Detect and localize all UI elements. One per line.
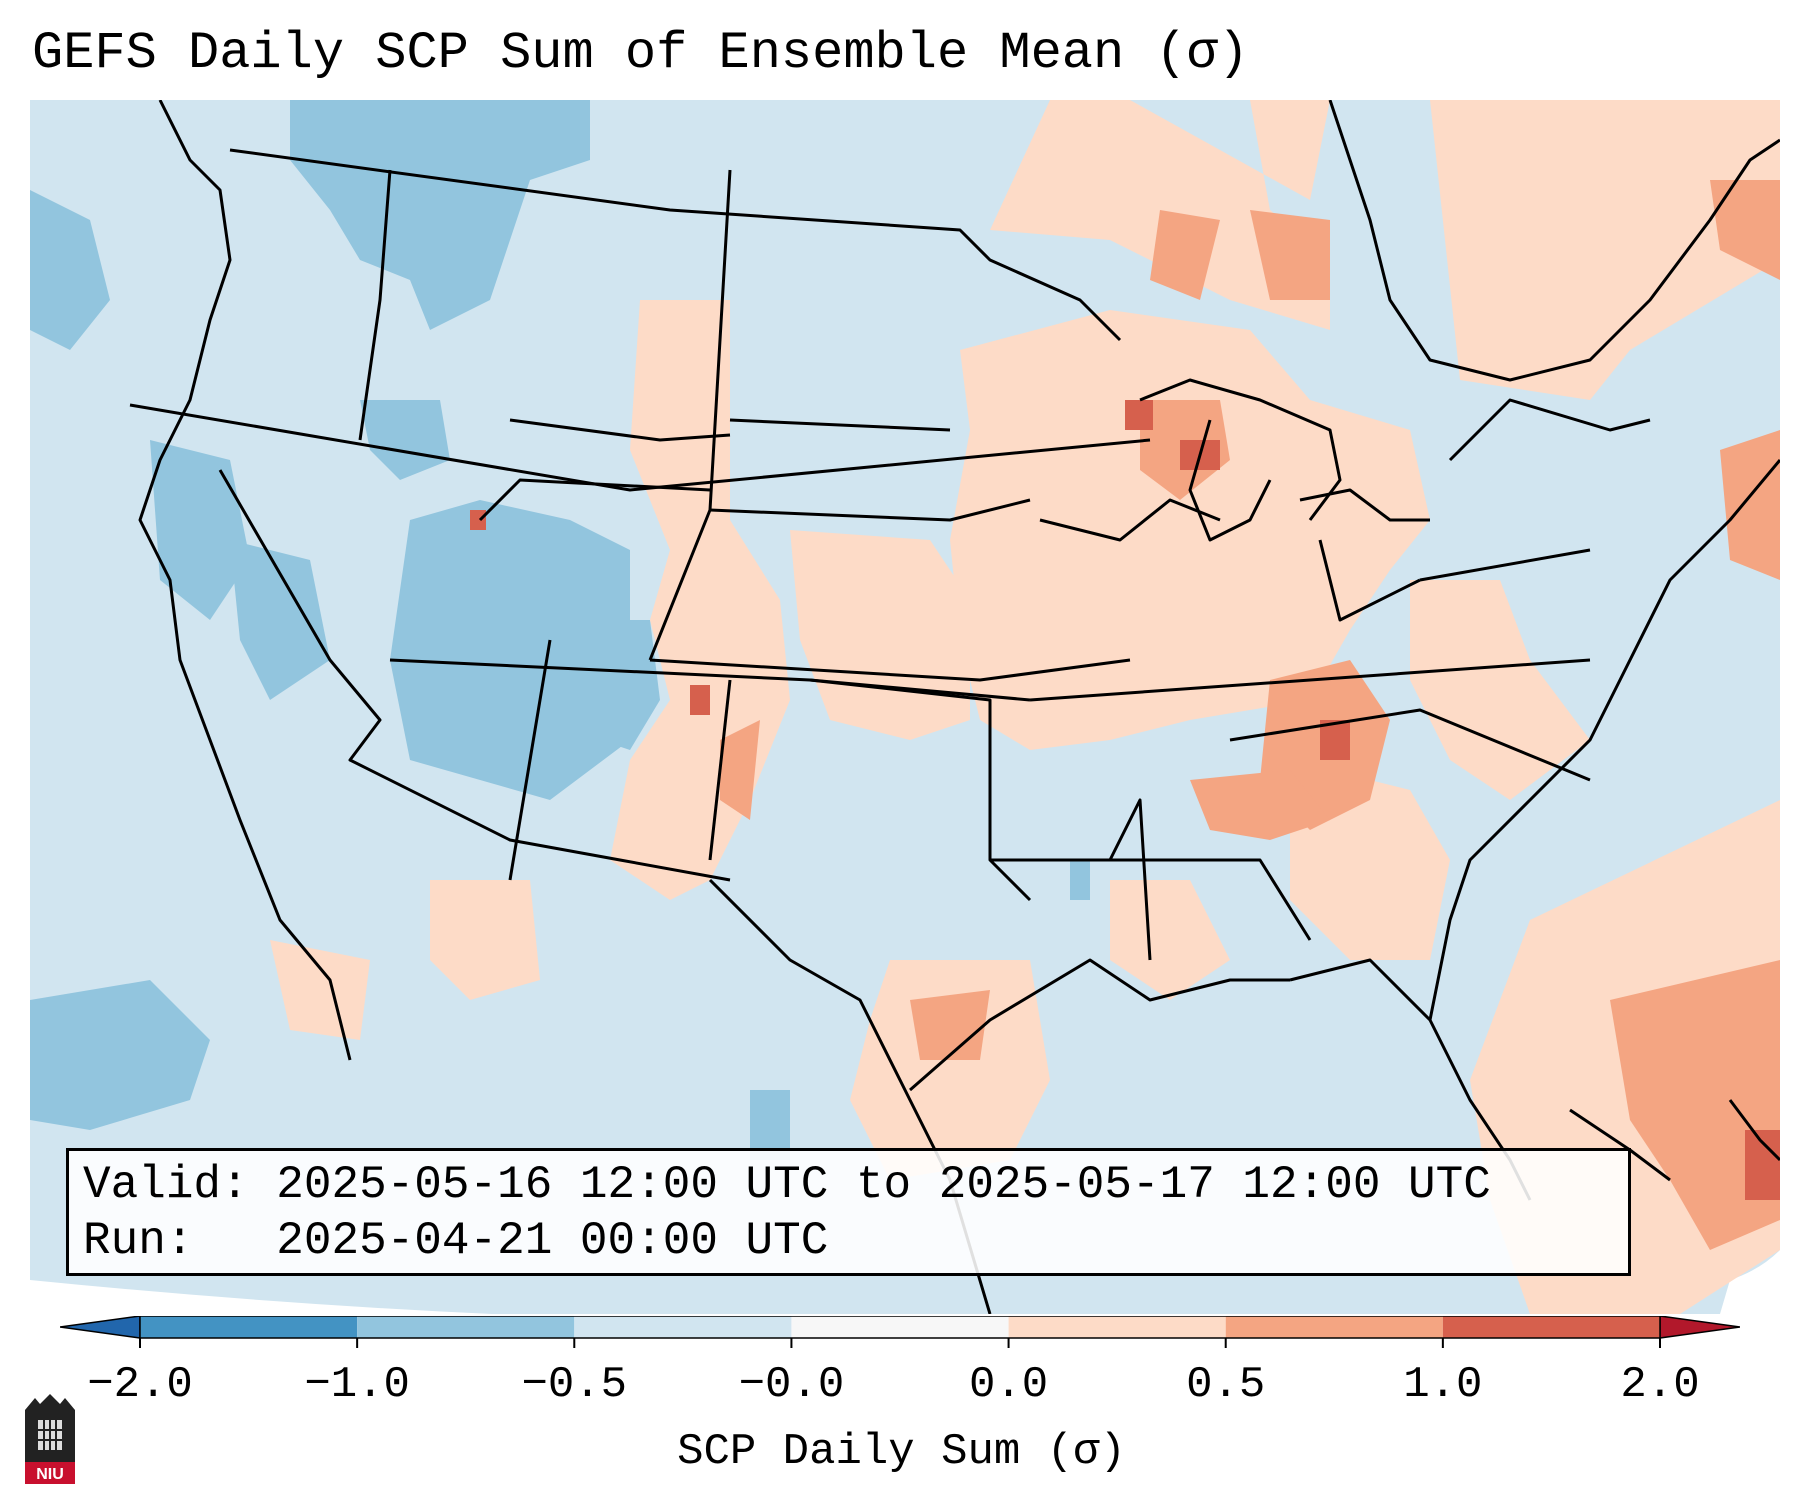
state-borders bbox=[129, 100, 1591, 1061]
colorbar-tick-label: −0.0 bbox=[739, 1360, 845, 1406]
colorbar-tick-label: 1.0 bbox=[1403, 1360, 1482, 1406]
run-label: Run: bbox=[83, 1215, 194, 1267]
colorbar-bin bbox=[574, 1316, 792, 1338]
colorbar-bin bbox=[140, 1316, 358, 1338]
negative-anomaly-regions bbox=[30, 100, 1090, 1160]
colorbar-tick-label: 2.0 bbox=[1620, 1360, 1699, 1406]
colorbar-bin bbox=[357, 1316, 575, 1338]
colorbar-tick-label: −1.0 bbox=[304, 1360, 410, 1406]
colorbar-bin bbox=[791, 1316, 1009, 1338]
valid-run-info-box: Valid: 2025-05-16 12:00 UTC to 2025-05-1… bbox=[66, 1148, 1631, 1276]
colorbar-bin bbox=[1008, 1316, 1226, 1338]
colorbar-tick-label: −2.0 bbox=[87, 1360, 193, 1406]
colorbar-tick-label: 0.0 bbox=[969, 1360, 1048, 1406]
strong-positive-regions bbox=[720, 180, 1780, 1250]
colorbar-outline bbox=[139, 1316, 1661, 1339]
projection-edge bbox=[30, 1280, 1150, 1314]
colorbar-bin bbox=[1225, 1316, 1443, 1338]
colorbar-bin bbox=[1442, 1316, 1660, 1338]
colorbar-tick-label: 0.5 bbox=[1186, 1360, 1265, 1406]
run-value: 2025-04-21 00:00 UTC bbox=[276, 1215, 829, 1267]
colorbar: −2.0 −1.0 −0.5 −0.0 0.0 0.5 1.0 2.0 bbox=[60, 1316, 1740, 1406]
map-title: GEFS Daily SCP Sum of Ensemble Mean (σ) bbox=[32, 24, 1249, 83]
niu-logo-icon: NIU bbox=[25, 1394, 75, 1484]
scp-map bbox=[30, 100, 1780, 1314]
valid-value: 2025-05-16 12:00 UTC to 2025-05-17 12:00… bbox=[276, 1159, 1491, 1211]
colorbar-label: SCP Daily Sum (σ) bbox=[677, 1427, 1126, 1477]
colorbar-tick-label: −0.5 bbox=[521, 1360, 627, 1406]
colorbar-under-triangle bbox=[60, 1316, 141, 1339]
colorbar-over-triangle bbox=[1659, 1316, 1740, 1339]
logo-text: NIU bbox=[36, 1466, 64, 1483]
valid-label: Valid: bbox=[83, 1159, 249, 1211]
